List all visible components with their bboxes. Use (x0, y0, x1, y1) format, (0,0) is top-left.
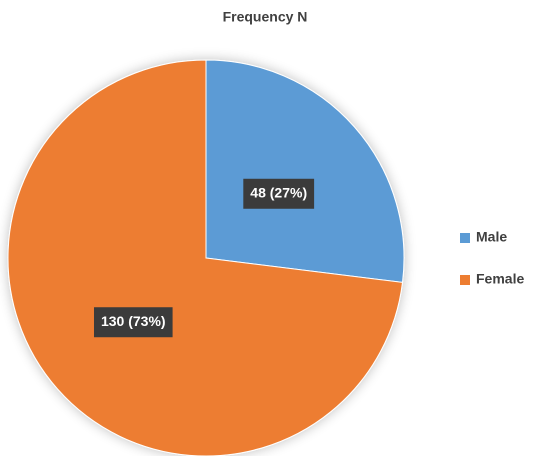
legend: Male Female (460, 229, 524, 287)
data-labels: 48 (27%) 130 (73%) (93, 178, 315, 338)
legend-label: Female (476, 271, 524, 287)
legend-label: Male (476, 229, 507, 245)
pie-slice (205, 59, 405, 283)
data-label: 48 (27%) (243, 178, 315, 209)
data-label-box (93, 307, 173, 338)
chart-title: Frequency N (223, 9, 308, 25)
legend-swatch (460, 233, 470, 243)
data-label-box (243, 178, 315, 209)
pie (7, 59, 405, 456)
legend-swatch (460, 275, 470, 285)
data-label-text: 130 (73%) (101, 313, 166, 329)
pie-slice (7, 59, 404, 456)
data-label-text: 48 (27%) (250, 184, 307, 200)
data-label: 130 (73%) (93, 307, 173, 338)
